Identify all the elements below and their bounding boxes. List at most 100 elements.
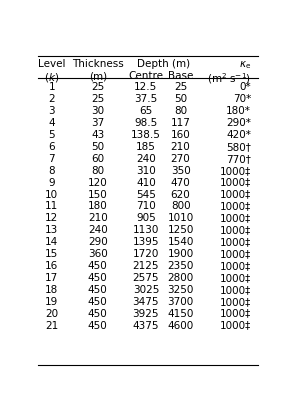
Text: 4150: 4150: [167, 308, 194, 319]
Text: Level: Level: [38, 59, 66, 69]
Text: 80: 80: [174, 106, 187, 116]
Text: 6: 6: [49, 142, 55, 152]
Text: 80: 80: [91, 166, 104, 176]
Text: 21: 21: [45, 321, 58, 331]
Text: 37.5: 37.5: [134, 94, 158, 104]
Text: 12.5: 12.5: [134, 82, 158, 92]
Text: 25: 25: [91, 82, 104, 92]
Text: 180: 180: [88, 201, 108, 212]
Text: 20: 20: [45, 308, 58, 319]
Text: 3700: 3700: [167, 297, 194, 307]
Text: 905: 905: [136, 213, 156, 223]
Text: 2350: 2350: [167, 261, 194, 271]
Text: 150: 150: [88, 189, 108, 199]
Text: 2: 2: [49, 94, 55, 104]
Text: 14: 14: [45, 237, 58, 247]
Text: $\kappa_\mathrm{e}$: $\kappa_\mathrm{e}$: [239, 59, 251, 71]
Text: 17: 17: [45, 273, 58, 283]
Text: 98.5: 98.5: [134, 118, 158, 128]
Text: 13: 13: [45, 225, 58, 235]
Text: 210: 210: [171, 142, 190, 152]
Text: 1000‡: 1000‡: [220, 261, 251, 271]
Text: 50: 50: [174, 94, 187, 104]
Text: 1000‡: 1000‡: [220, 237, 251, 247]
Text: 310: 310: [136, 166, 156, 176]
Text: 0*: 0*: [240, 82, 251, 92]
Text: 1250: 1250: [167, 225, 194, 235]
Text: 1540: 1540: [167, 237, 194, 247]
Text: 470: 470: [171, 178, 190, 188]
Text: 9: 9: [49, 178, 55, 188]
Text: 185: 185: [136, 142, 156, 152]
Text: 580†: 580†: [226, 142, 251, 152]
Text: 19: 19: [45, 297, 58, 307]
Text: 1000‡: 1000‡: [220, 178, 251, 188]
Text: 37: 37: [91, 118, 104, 128]
Text: 1000‡: 1000‡: [220, 201, 251, 212]
Text: 60: 60: [91, 154, 104, 164]
Text: 350: 350: [171, 166, 190, 176]
Text: 65: 65: [139, 106, 153, 116]
Text: 450: 450: [88, 308, 108, 319]
Text: 420*: 420*: [226, 130, 251, 140]
Text: $(k)$: $(k)$: [44, 71, 59, 84]
Text: 160: 160: [171, 130, 190, 140]
Text: 4: 4: [49, 118, 55, 128]
Text: 800: 800: [171, 201, 190, 212]
Text: 1000‡: 1000‡: [220, 297, 251, 307]
Text: 16: 16: [45, 261, 58, 271]
Text: 3925: 3925: [133, 308, 159, 319]
Text: 4375: 4375: [133, 321, 159, 331]
Text: 30: 30: [91, 106, 104, 116]
Text: 1000‡: 1000‡: [220, 166, 251, 176]
Text: 450: 450: [88, 273, 108, 283]
Text: 1000‡: 1000‡: [220, 189, 251, 199]
Text: 50: 50: [91, 142, 104, 152]
Text: 8: 8: [49, 166, 55, 176]
Text: Base: Base: [168, 71, 193, 81]
Text: 3475: 3475: [133, 297, 159, 307]
Text: 1000‡: 1000‡: [220, 273, 251, 283]
Text: 210: 210: [88, 213, 108, 223]
Text: 120: 120: [88, 178, 108, 188]
Text: 2125: 2125: [133, 261, 159, 271]
Text: 25: 25: [91, 94, 104, 104]
Text: 450: 450: [88, 261, 108, 271]
Text: 1720: 1720: [133, 249, 159, 259]
Text: 4600: 4600: [167, 321, 194, 331]
Text: 25: 25: [174, 82, 187, 92]
Text: 1000‡: 1000‡: [220, 321, 251, 331]
Text: 15: 15: [45, 249, 58, 259]
Text: 545: 545: [136, 189, 156, 199]
Text: 10: 10: [45, 189, 58, 199]
Text: 240: 240: [136, 154, 156, 164]
Text: 18: 18: [45, 285, 58, 295]
Text: 180*: 180*: [226, 106, 251, 116]
Text: 117: 117: [171, 118, 190, 128]
Text: 1000‡: 1000‡: [220, 308, 251, 319]
Text: 1010: 1010: [167, 213, 194, 223]
Text: 11: 11: [45, 201, 58, 212]
Text: 1000‡: 1000‡: [220, 285, 251, 295]
Text: 70*: 70*: [233, 94, 251, 104]
Text: 710: 710: [136, 201, 156, 212]
Text: 240: 240: [88, 225, 108, 235]
Text: 5: 5: [49, 130, 55, 140]
Text: 770†: 770†: [226, 154, 251, 164]
Text: 360: 360: [88, 249, 108, 259]
Text: 1000‡: 1000‡: [220, 225, 251, 235]
Text: 138.5: 138.5: [131, 130, 161, 140]
Text: 3250: 3250: [167, 285, 194, 295]
Text: 3: 3: [49, 106, 55, 116]
Text: 1395: 1395: [133, 237, 159, 247]
Text: Depth (m): Depth (m): [137, 59, 190, 69]
Text: 290: 290: [88, 237, 108, 247]
Text: 2800: 2800: [167, 273, 194, 283]
Text: 1: 1: [49, 82, 55, 92]
Text: 270: 270: [171, 154, 190, 164]
Text: 7: 7: [49, 154, 55, 164]
Text: 450: 450: [88, 321, 108, 331]
Text: 1900: 1900: [167, 249, 194, 259]
Text: 450: 450: [88, 285, 108, 295]
Text: (m): (m): [89, 71, 107, 81]
